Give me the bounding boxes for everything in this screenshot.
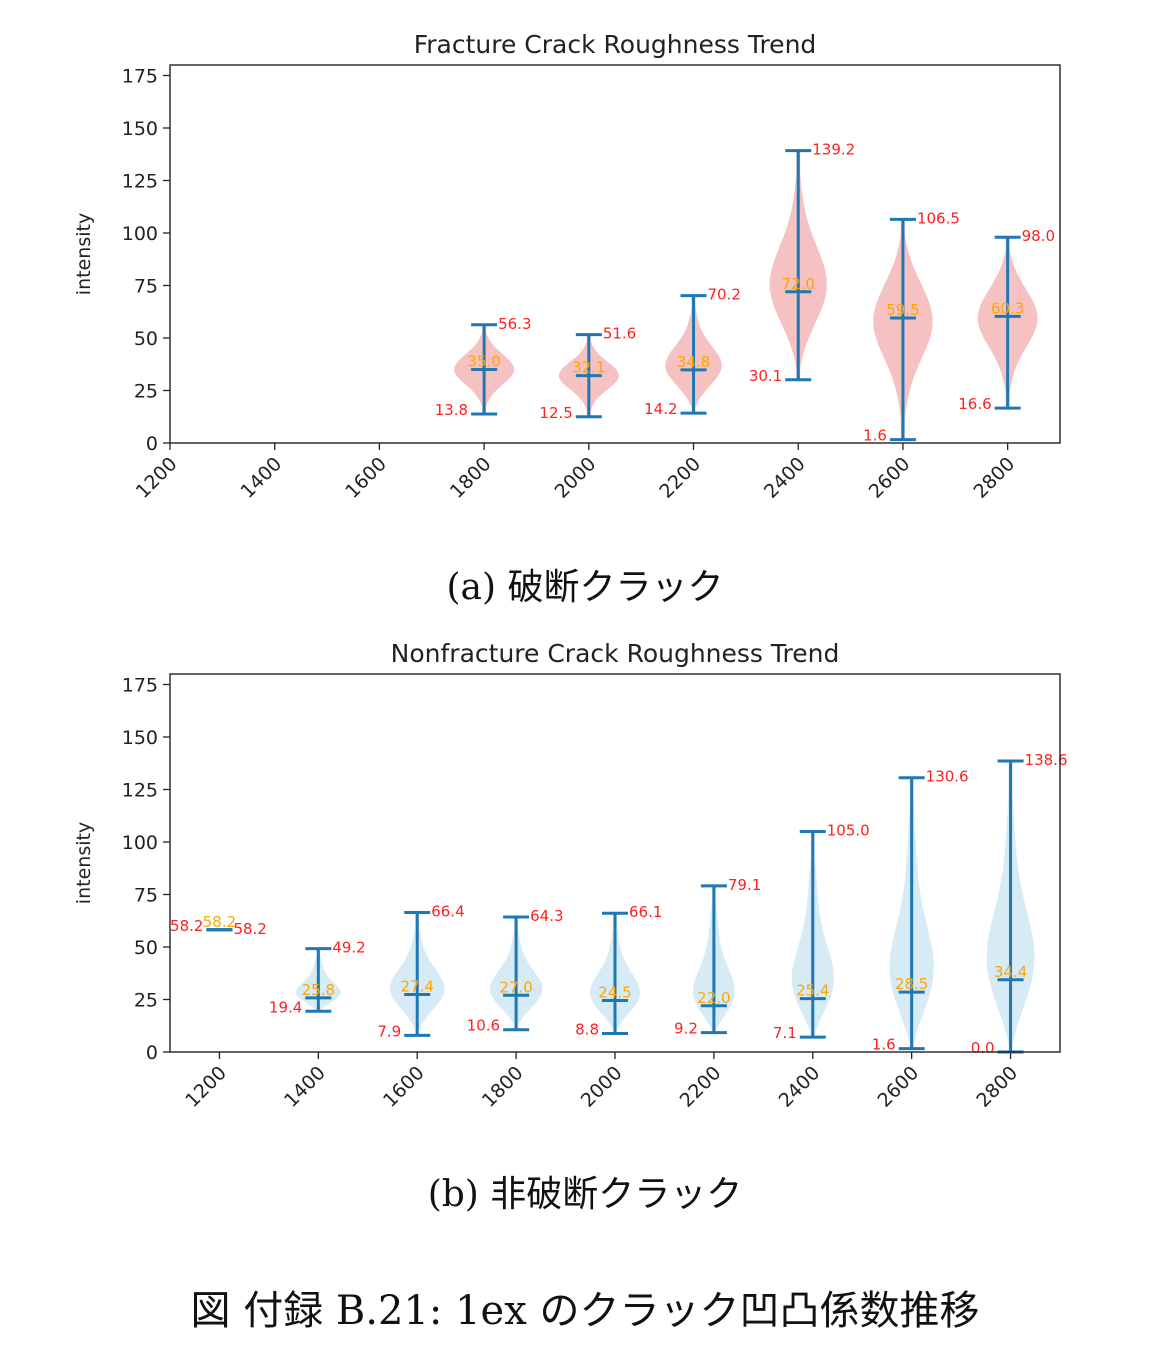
violin-min-label: 30.1 — [749, 367, 782, 385]
x-tick-label: 2000 — [551, 453, 601, 503]
violin-median-label: 59.5 — [886, 301, 919, 319]
violin-min-label: 12.5 — [539, 404, 572, 422]
x-tick-label: 1800 — [478, 1062, 528, 1112]
x-tick-label: 2600 — [873, 1062, 923, 1112]
y-tick-label: 25 — [134, 381, 158, 403]
violin-max-label: 79.1 — [728, 876, 761, 894]
x-tick-label: 2200 — [676, 1062, 726, 1112]
y-tick-label: 0 — [146, 1042, 158, 1064]
violin-max-label: 139.2 — [812, 141, 855, 159]
violin-max-label: 98.0 — [1022, 227, 1055, 245]
violin-max-label: 58.2 — [233, 920, 266, 938]
x-tick-label: 2800 — [972, 1062, 1022, 1112]
violin-max-label: 70.2 — [708, 286, 741, 304]
violin-median-label: 25.8 — [302, 981, 335, 999]
figure-caption: 図 付録 B.21: 1ex のクラック凹凸係数推移 — [190, 1288, 980, 1334]
violin-median-label: 72.0 — [782, 275, 815, 293]
violin-median-label: 35.0 — [467, 353, 500, 371]
violin-min-label: 0.0 — [971, 1039, 995, 1057]
x-tick-label: 1200 — [181, 1062, 231, 1112]
violin-max-label: 66.4 — [431, 903, 464, 921]
violin-max-label: 49.2 — [332, 939, 365, 957]
violin-max-label: 138.6 — [1025, 751, 1068, 769]
y-tick-label: 50 — [134, 937, 158, 959]
x-tick-label: 2400 — [760, 453, 810, 503]
violin-min-label: 14.2 — [644, 400, 677, 418]
y-tick-label: 175 — [122, 66, 158, 88]
violin-median-label: 27.4 — [401, 977, 434, 995]
x-tick-label: 1600 — [379, 1062, 429, 1112]
x-tick-label: 2600 — [865, 453, 915, 503]
y-tick-label: 125 — [122, 171, 158, 193]
x-tick-label: 2400 — [775, 1062, 825, 1112]
chart-nonfracture: Nonfracture Crack Roughness Trend intensi… — [73, 639, 1068, 1112]
y-tick-label: 75 — [134, 276, 158, 298]
violin-max-label: 51.6 — [603, 325, 636, 343]
y-tick-label: 75 — [134, 885, 158, 907]
chart-fracture: Fracture Crack Roughness Trend intensity 0… — [73, 30, 1061, 503]
violin-median-label: 58.2 — [203, 913, 236, 931]
x-tick-label: 1400 — [236, 453, 286, 503]
violin-median-label: 60.3 — [991, 299, 1024, 317]
violin-median-label: 27.0 — [499, 978, 532, 996]
x-tick-label: 2000 — [577, 1062, 627, 1112]
violin-max-label: 64.3 — [530, 907, 563, 925]
y-axis-label: intensity — [73, 213, 95, 295]
violin-min-label: 1.6 — [872, 1036, 896, 1054]
y-tick-label: 100 — [122, 832, 158, 854]
x-tick-label: 1400 — [280, 1062, 330, 1112]
violin-median-label: 34.4 — [994, 963, 1027, 981]
violin-min-label: 8.8 — [575, 1021, 599, 1039]
violin-min-label: 16.6 — [958, 395, 991, 413]
x-tick-label: 1600 — [341, 453, 391, 503]
x-tick-label: 1200 — [132, 453, 182, 503]
violin-min-label: 10.6 — [467, 1017, 500, 1035]
y-tick-label: 125 — [122, 780, 158, 802]
x-tick-label: 1800 — [446, 453, 496, 503]
chart-title: Nonfracture Crack Roughness Trend — [391, 639, 840, 668]
y-axis-label: intensity — [73, 822, 95, 904]
violin-min-label: 19.4 — [269, 998, 302, 1016]
subfigure-caption-a: (a) 破断クラック — [446, 567, 724, 608]
violin-median-label: 22.0 — [697, 989, 730, 1007]
violin-median-label: 25.4 — [796, 982, 829, 1000]
y-tick-label: 150 — [122, 118, 158, 140]
subfigure-caption-b: (b) 非破断クラック — [427, 1174, 743, 1215]
chart-title: Fracture Crack Roughness Trend — [414, 30, 817, 59]
x-tick-label: 2200 — [655, 453, 705, 503]
violin-max-label: 106.5 — [917, 209, 960, 227]
violin-max-label: 130.6 — [926, 768, 969, 786]
violin-min-label: 13.8 — [435, 401, 468, 419]
violin-min-label: 7.1 — [773, 1024, 797, 1042]
x-tick-label: 2800 — [969, 453, 1019, 503]
violin-median-label: 24.5 — [598, 984, 631, 1002]
violin-min-label: 7.9 — [377, 1022, 401, 1040]
violin-median-label: 34.8 — [677, 353, 710, 371]
violin-max-label: 56.3 — [498, 315, 531, 333]
y-tick-label: 50 — [134, 328, 158, 350]
violin-median-label: 32.1 — [572, 359, 605, 377]
violin-min-label: 9.2 — [674, 1020, 698, 1038]
y-tick-label: 100 — [122, 223, 158, 245]
violin-min-label: 1.6 — [863, 427, 887, 445]
y-tick-label: 175 — [122, 675, 158, 697]
plot-frame — [169, 673, 1061, 1053]
y-tick-label: 0 — [146, 433, 158, 455]
y-tick-label: 25 — [134, 990, 158, 1012]
y-tick-label: 150 — [122, 727, 158, 749]
plot-frame — [169, 64, 1061, 444]
violin-max-label: 66.1 — [629, 903, 662, 921]
violin-min-label: 58.2 — [170, 917, 203, 935]
violin-max-label: 105.0 — [827, 822, 870, 840]
violin-median-label: 28.5 — [895, 975, 928, 993]
